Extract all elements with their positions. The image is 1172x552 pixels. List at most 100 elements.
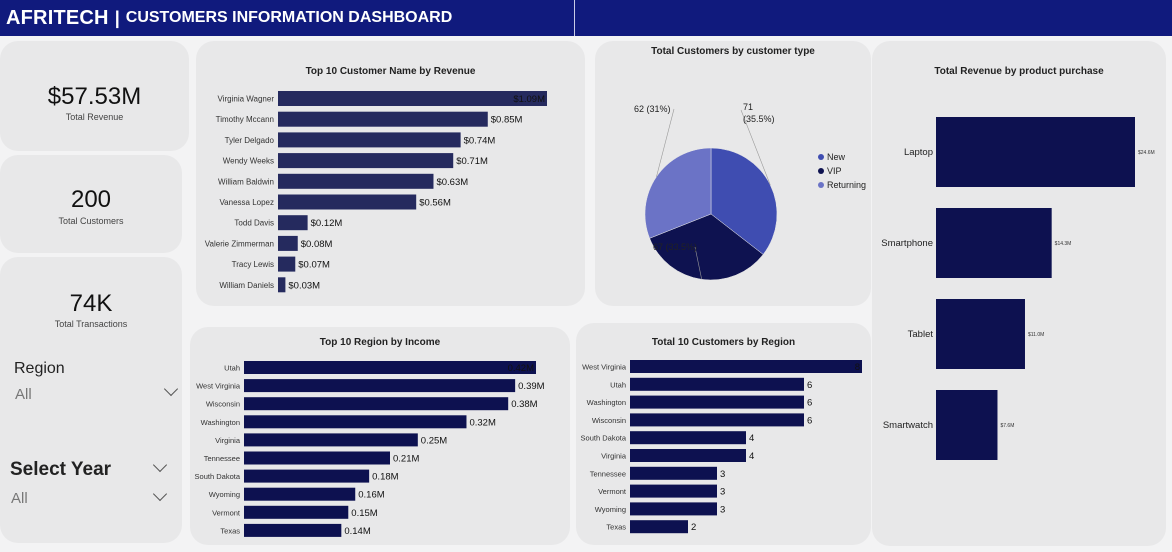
- kpi-slicer-card: 74K Total Transactions Region All Select…: [0, 257, 182, 543]
- bar[interactable]: [630, 360, 862, 373]
- data-label: $0.12M: [311, 218, 343, 229]
- data-label: 6: [807, 415, 812, 426]
- bar[interactable]: [244, 523, 342, 537]
- data-label: 0.39M: [518, 381, 544, 392]
- leader-line: [656, 108, 675, 177]
- category-label: William Daniels: [219, 281, 274, 290]
- region-slicer-title: Region: [14, 360, 65, 377]
- year-slicer-value[interactable]: All: [11, 490, 28, 507]
- category-label: South Dakota: [581, 434, 627, 443]
- top-customers-panel: Top 10 Customer Name by Revenue Virginia…: [196, 41, 585, 306]
- category-label: Virginia: [601, 452, 627, 461]
- bar[interactable]: [244, 397, 509, 411]
- category-label: Virginia Wagner: [218, 95, 275, 104]
- category-label: Texas: [606, 523, 626, 532]
- product-label: Smartwatch: [883, 420, 933, 431]
- header-title-bar: AFRITECH | CUSTOMERS INFORMATION DASHBOA…: [0, 0, 575, 36]
- data-label: $14.3M: [1055, 241, 1072, 247]
- brand-name: AFRITECH: [6, 6, 109, 29]
- dashboard-header: AFRITECH | CUSTOMERS INFORMATION DASHBOA…: [0, 0, 1172, 36]
- category-label: Tennessee: [590, 469, 626, 478]
- category-label: Wyoming: [209, 490, 240, 499]
- legend-label-new[interactable]: New: [827, 152, 846, 162]
- data-label: $0.85M: [491, 115, 523, 126]
- bar[interactable]: [936, 299, 1025, 369]
- pie-slice-new[interactable]: [710, 147, 778, 255]
- data-label: $0.63M: [436, 177, 468, 188]
- total-revenue-label: Total Revenue: [65, 112, 124, 122]
- category-label: Tracy Lewis: [232, 260, 274, 269]
- bar[interactable]: [244, 379, 516, 393]
- category-label: Tennessee: [204, 454, 240, 463]
- data-label: 0.38M: [511, 399, 537, 410]
- data-label: $7.6M: [1000, 423, 1014, 429]
- bar[interactable]: [630, 449, 746, 462]
- customers-region-chart: West Virginia 8 Utah 6 Washington 6 Wisconsin 6…: [581, 360, 862, 534]
- bar[interactable]: [278, 256, 296, 272]
- kpi-card-revenue: $57.53M Total Revenue: [0, 41, 189, 151]
- bar[interactable]: [244, 487, 356, 501]
- bar[interactable]: [244, 469, 370, 483]
- customer-type-pie-chart: 71 (35.5%) 67 (33.5%) 62 (31%) New VIP Returni…: [634, 102, 866, 281]
- data-label: $24.6M: [1138, 150, 1155, 156]
- bar[interactable]: [278, 277, 286, 293]
- bar[interactable]: [278, 111, 488, 127]
- category-label: Tyler Delgado: [225, 136, 275, 145]
- data-label: 8: [855, 362, 860, 373]
- bar[interactable]: [936, 390, 998, 460]
- customer-type-panel: Total Customers by customer type 71 (35.5…: [595, 41, 871, 306]
- category-label: Vermont: [212, 508, 241, 517]
- data-label: 0.15M: [351, 508, 377, 519]
- top-customers-title: Top 10 Customer Name by Revenue: [305, 66, 476, 77]
- bar[interactable]: [630, 484, 717, 498]
- product-revenue-title: Total Revenue by product purchase: [934, 66, 1104, 77]
- category-label: Utah: [610, 380, 626, 389]
- year-dropdown-chevron-icon[interactable]: [152, 486, 168, 502]
- bar[interactable]: [278, 132, 461, 148]
- bar[interactable]: [244, 415, 467, 429]
- bar[interactable]: [244, 451, 390, 465]
- data-label: 6: [807, 398, 812, 409]
- data-label: 3: [720, 504, 725, 515]
- bar[interactable]: [630, 466, 717, 480]
- data-label: 0.32M: [469, 417, 495, 428]
- total-transactions-value: 74K: [69, 290, 113, 317]
- pie-slice-returning[interactable]: [644, 147, 712, 239]
- bar[interactable]: [630, 431, 746, 445]
- category-label: William Baldwin: [218, 177, 274, 186]
- bar[interactable]: [936, 208, 1052, 278]
- bar[interactable]: [278, 215, 308, 231]
- region-dropdown-chevron-icon[interactable]: [163, 381, 179, 397]
- data-label: $11.0M: [1028, 332, 1044, 338]
- bar[interactable]: [278, 153, 454, 169]
- kpi-card-customers: 200 Total Customers: [0, 155, 182, 253]
- data-label: 3: [720, 487, 725, 498]
- category-label: Vermont: [598, 487, 627, 496]
- bar[interactable]: [630, 502, 717, 516]
- bar[interactable]: [278, 91, 547, 106]
- bar[interactable]: [630, 395, 804, 409]
- bar[interactable]: [936, 117, 1135, 187]
- bar[interactable]: [278, 235, 298, 251]
- category-label: Wisconsin: [592, 416, 626, 425]
- data-label: $0.56M: [419, 198, 451, 209]
- legend-label-returning[interactable]: Returning: [827, 180, 866, 190]
- data-label: 3: [720, 469, 725, 480]
- pie-data-label-pct: (35.5%): [743, 114, 775, 124]
- bar[interactable]: [278, 194, 417, 210]
- data-label: $0.74M: [464, 135, 496, 146]
- year-header-chevron-icon[interactable]: [152, 457, 168, 473]
- data-label: $0.07M: [298, 260, 330, 271]
- bar[interactable]: [630, 377, 804, 391]
- bar[interactable]: [278, 173, 434, 189]
- customers-region-title: Total 10 Customers by Region: [651, 337, 796, 348]
- bar[interactable]: [244, 361, 536, 374]
- legend-label-vip[interactable]: VIP: [827, 166, 842, 176]
- category-label: South Dakota: [195, 472, 241, 481]
- bar[interactable]: [244, 433, 418, 447]
- bar[interactable]: [244, 505, 349, 519]
- region-slicer-value[interactable]: All: [15, 386, 32, 403]
- bar[interactable]: [630, 413, 804, 427]
- product-revenue-chart: Laptop $24.6M Smartphone $14.3M Tablet $11.0M…: [881, 117, 1155, 460]
- bar[interactable]: [630, 520, 688, 534]
